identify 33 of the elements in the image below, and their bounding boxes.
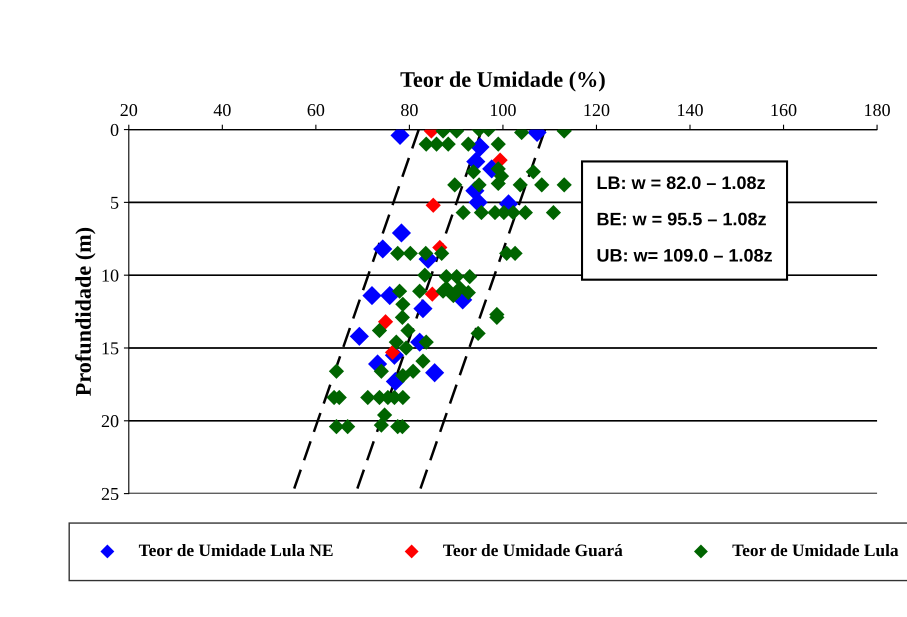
point bbox=[413, 299, 433, 318]
x-axis-title: Teor de Umidade (%) bbox=[400, 71, 605, 92]
x-tick-label: 60 bbox=[308, 104, 324, 116]
annotation: BE: w = 95.5 – 1.08z bbox=[598, 212, 766, 226]
x-tick-label: 20 bbox=[120, 104, 138, 116]
point bbox=[424, 286, 440, 302]
y-tick-label: 25 bbox=[102, 488, 118, 500]
y-axis-title: Profundidade (m) bbox=[75, 228, 96, 396]
y-tick-label: 20 bbox=[102, 415, 118, 428]
point bbox=[392, 223, 412, 243]
point bbox=[378, 314, 394, 330]
point bbox=[425, 363, 444, 382]
legend-label: Teor de Umidade Guará bbox=[443, 544, 623, 556]
x-tick-label: 80 bbox=[401, 104, 418, 116]
y-tick-label: 0 bbox=[110, 124, 118, 136]
annotation: UB: w= 109.0 – 1.08z bbox=[598, 248, 772, 262]
x-tick-label: 160 bbox=[772, 104, 796, 116]
legend-label: Teor de Umidade Lula bbox=[732, 544, 898, 556]
annotation: LB: w = 82.0 – 1.08z bbox=[598, 176, 765, 190]
x-tick-label: 180 bbox=[865, 104, 890, 116]
legend-label: Teor de Umidade Lula NE bbox=[138, 544, 333, 556]
x-tick-label: 40 bbox=[214, 104, 231, 116]
point bbox=[350, 326, 369, 346]
y-tick-label: 10 bbox=[102, 269, 118, 282]
point bbox=[426, 198, 441, 213]
point bbox=[373, 239, 392, 259]
x-tick-label: 140 bbox=[678, 104, 703, 116]
y-tick-label: 15 bbox=[102, 342, 118, 354]
point bbox=[470, 137, 490, 157]
y-tick-label: 5 bbox=[111, 196, 118, 209]
x-tick-label: 100 bbox=[490, 104, 516, 116]
x-tick-label: 120 bbox=[584, 104, 610, 116]
point bbox=[362, 286, 382, 306]
